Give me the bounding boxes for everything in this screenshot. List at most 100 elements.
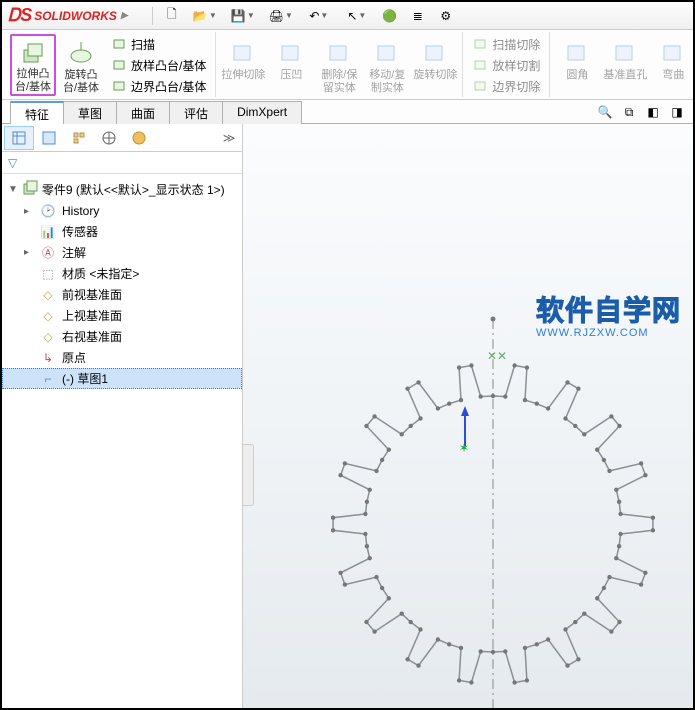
content-area: ≫ ▽ ▼ 零件9 (默认<<默认>_显示状态 1>) ▸ 🕑 History …: [2, 124, 693, 708]
fillet-button: 圆角: [554, 34, 600, 96]
display-manager-tab[interactable]: [124, 126, 154, 150]
print-icon[interactable]: 🖨▼: [263, 5, 299, 27]
zoom-fit-icon[interactable]: 🔍: [595, 102, 615, 122]
move-copy-button: 移动/复制实体: [364, 34, 410, 96]
loft-button[interactable]: 放样凸台/基体: [106, 55, 211, 75]
cut-loft-button: 放样切割: [467, 55, 545, 75]
select-icon[interactable]: ↖▼: [339, 5, 375, 27]
plane-icon: ◇: [40, 329, 56, 345]
delete-body-icon: [325, 39, 353, 67]
cut-revolve-button: 旋转切除: [412, 34, 458, 96]
app-name: SOLIDWORKS: [34, 9, 117, 23]
tree-item-label: 前视基准面: [62, 286, 122, 303]
tree-root-label: 零件9 (默认<<默认>_显示状态 1>): [42, 181, 225, 198]
tree-item-label: 上视基准面: [62, 307, 122, 324]
plane-icon: ◇: [40, 308, 56, 324]
hole-icon: [611, 39, 639, 67]
sketch-icon: ⌐: [40, 371, 56, 387]
tree-filter-row: ▽: [2, 152, 242, 174]
config-manager-tab[interactable]: [64, 126, 94, 150]
tree-item-plane[interactable]: ◇ 右视基准面: [2, 326, 242, 347]
tree-item-label: 材质 <未指定>: [62, 265, 139, 282]
undo-icon[interactable]: ↶▼: [301, 5, 337, 27]
tree-item-label: (-) 草图1: [62, 370, 108, 387]
tree-item-plane[interactable]: ◇ 上视基准面: [2, 305, 242, 326]
rebuild-icon[interactable]: 🟢: [377, 5, 403, 27]
tab-4[interactable]: DimXpert: [222, 101, 302, 124]
prev-view-icon[interactable]: ◧: [643, 102, 663, 122]
feature-tree: ▼ 零件9 (默认<<默认>_显示状态 1>) ▸ 🕑 History 📊 传感…: [2, 174, 242, 708]
cut-sweep-icon: [472, 36, 488, 52]
sidebar-tabs: ≫: [2, 124, 242, 152]
tree-item-history[interactable]: ▸ 🕑 History: [2, 201, 242, 221]
zoom-area-icon[interactable]: ⧉: [619, 102, 639, 122]
section-view-icon[interactable]: ◨: [667, 102, 687, 122]
watermark: 软件自学网 WWW.RJZXW.COM: [536, 289, 681, 339]
boundary-button[interactable]: 边界凸台/基体: [106, 76, 211, 96]
revolve-icon: [67, 39, 95, 67]
graphics-viewport[interactable]: ✕✕ ✶ 软件自学网 WWW.RJZXW.COM: [243, 124, 693, 708]
ribbon: 拉伸凸台/基体 旋转凸台/基体 扫描放样凸台/基体边界凸台/基体 拉伸切除压凹删…: [2, 30, 693, 100]
ds-logo-icon: ᎠS: [8, 5, 32, 26]
annotation-icon: Ⓐ: [40, 245, 56, 261]
new-file-icon[interactable]: 🗋: [159, 5, 185, 27]
svg-text:✕✕: ✕✕: [487, 349, 507, 363]
indent-icon: [277, 39, 305, 67]
boundary-icon: [111, 78, 127, 94]
tab-0[interactable]: 特征: [10, 101, 64, 124]
tree-item-annotation[interactable]: ▸ Ⓐ 注解: [2, 242, 242, 263]
cut-boundary-button: 边界切除: [467, 76, 545, 96]
save-icon[interactable]: 💾▼: [225, 5, 261, 27]
tree-item-material[interactable]: ⬚ 材质 <未指定>: [2, 263, 242, 284]
sensor-icon: 📊: [40, 224, 56, 240]
cut-extrude-icon: [229, 39, 257, 67]
plane-icon: ◇: [40, 287, 56, 303]
extrude-boss-button[interactable]: 拉伸凸台/基体: [10, 34, 56, 96]
quick-access-toolbar: 🗋📂▼💾▼🖨▼↶▼↖▼🟢≣⚙: [148, 5, 459, 27]
tree-item-sketch[interactable]: ⌐ (-) 草图1: [2, 368, 242, 389]
tab-3[interactable]: 评估: [169, 101, 223, 124]
tree-item-origin[interactable]: ↳ 原点: [2, 347, 242, 368]
flex-button: 弯曲: [650, 34, 695, 96]
app-logo: ᎠS SOLIDWORKS ▶: [8, 5, 128, 26]
tree-item-label: 注解: [62, 244, 86, 261]
material-icon: ⬚: [40, 266, 56, 282]
property-manager-tab[interactable]: [34, 126, 64, 150]
settings-icon[interactable]: ⚙: [433, 5, 459, 27]
origin-icon: ↳: [40, 350, 56, 366]
sweep-button[interactable]: 扫描: [106, 34, 211, 54]
svg-text:✶: ✶: [459, 441, 469, 454]
move-copy-icon: [373, 39, 401, 67]
tab-2[interactable]: 曲面: [116, 101, 170, 124]
sweep-icon: [111, 36, 127, 52]
extrude-icon: [19, 40, 47, 66]
tree-root[interactable]: ▼ 零件9 (默认<<默认>_显示状态 1>): [2, 178, 242, 201]
cut-boundary-icon: [472, 78, 488, 94]
open-file-icon[interactable]: 📂▼: [187, 5, 223, 27]
expand-sidebar-button[interactable]: ≫: [218, 131, 240, 145]
command-tabs: 特征草图曲面评估DimXpert 🔍⧉◧◨: [2, 100, 693, 124]
cut-sweep-button: 扫描切除: [467, 34, 545, 54]
tree-item-label: 右视基准面: [62, 328, 122, 345]
tree-item-label: History: [62, 204, 99, 218]
triad-origin: ✶: [453, 404, 493, 457]
delete-body-button: 删除/保留实体: [316, 34, 362, 96]
cut-extrude-button: 拉伸切除: [220, 34, 266, 96]
hole-button: 基准直孔: [602, 34, 648, 96]
part-icon: [22, 180, 38, 199]
filter-icon[interactable]: ▽: [8, 156, 17, 170]
tab-1[interactable]: 草图: [63, 101, 117, 124]
loft-icon: [111, 57, 127, 73]
indent-button: 压凹: [268, 34, 314, 96]
options-row-icon[interactable]: ≣: [405, 5, 431, 27]
revolve-boss-button[interactable]: 旋转凸台/基体: [58, 34, 104, 96]
watermark-title: 软件自学网: [536, 289, 681, 329]
cut-loft-icon: [472, 57, 488, 73]
feature-manager-panel: ≫ ▽ ▼ 零件9 (默认<<默认>_显示状态 1>) ▸ 🕑 History …: [2, 124, 243, 708]
feature-tree-tab[interactable]: [4, 126, 34, 150]
fillet-icon: [563, 39, 591, 67]
dimxpert-tab[interactable]: [94, 126, 124, 150]
tree-item-sensor[interactable]: 📊 传感器: [2, 221, 242, 242]
tree-item-plane[interactable]: ◇ 前视基准面: [2, 284, 242, 305]
tree-item-label: 原点: [62, 349, 86, 366]
